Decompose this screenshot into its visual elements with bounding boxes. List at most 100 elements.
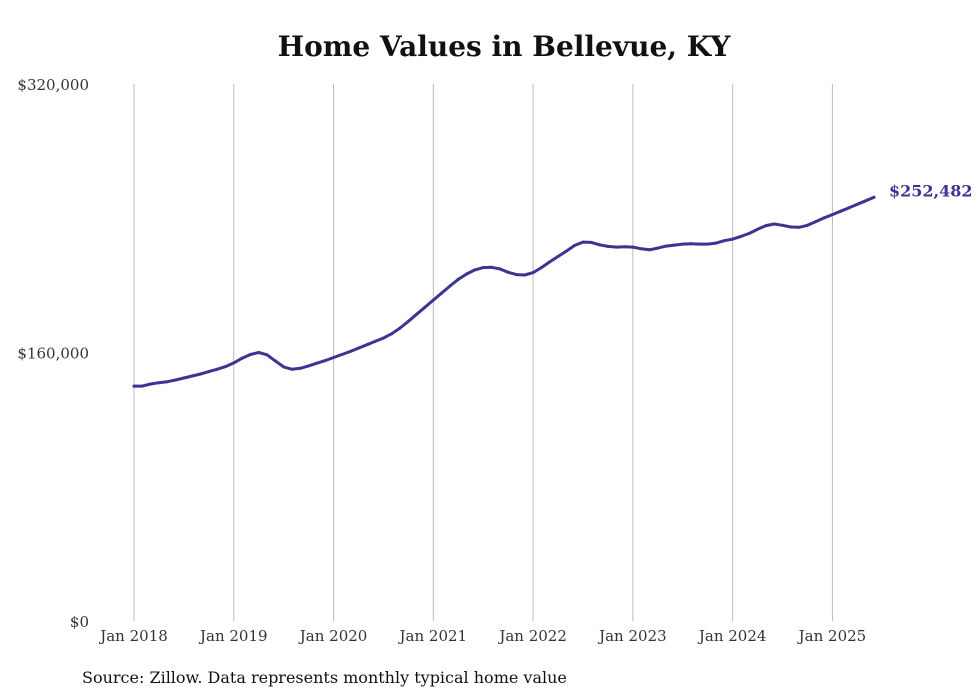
end-value-label: $252,482: [889, 181, 973, 200]
data-point: [623, 245, 627, 249]
y-tick-label: $0: [70, 613, 89, 631]
annotation-layer: $252,482: [889, 181, 973, 200]
data-point: [182, 376, 186, 380]
data-point: [132, 384, 136, 388]
series-line: [132, 195, 876, 388]
data-point: [847, 206, 851, 210]
data-point: [390, 332, 394, 336]
series-layer: [132, 195, 876, 388]
data-point: [165, 380, 169, 384]
data-point: [789, 225, 793, 229]
data-point: [490, 265, 493, 269]
x-tick-label: Jan 2024: [697, 627, 767, 645]
data-point: [506, 270, 510, 274]
x-tick-label: Jan 2020: [298, 627, 368, 645]
data-point: [174, 378, 178, 382]
data-point: [481, 266, 485, 270]
y-tick-labels: $0 $160,000 $320,000: [17, 76, 89, 631]
data-point: [282, 365, 286, 369]
data-point: [731, 237, 735, 241]
data-point: [515, 273, 518, 277]
data-point: [556, 255, 560, 258]
data-point: [864, 199, 868, 203]
data-point: [240, 356, 244, 360]
data-point: [423, 305, 427, 309]
data-point: [764, 224, 768, 228]
data-point: [348, 350, 352, 353]
x-tick-label: Jan 2025: [797, 627, 867, 645]
data-point: [406, 319, 410, 323]
data-point: [806, 223, 809, 227]
data-point: [199, 372, 202, 376]
data-point: [681, 242, 685, 246]
data-point: [581, 240, 585, 244]
data-point: [398, 326, 402, 330]
grid-layer: [133, 84, 833, 621]
data-point: [639, 247, 643, 251]
data-point: [140, 384, 144, 388]
data-point: [872, 195, 876, 199]
data-point: [307, 364, 311, 368]
x-tick-labels: Jan 2018 Jan 2019 Jan 2020 Jan 2021 Jan 2022…: [98, 627, 866, 645]
data-point: [689, 242, 693, 246]
data-point: [456, 277, 460, 281]
data-point: [548, 260, 552, 264]
data-point: [531, 271, 535, 275]
data-point: [772, 222, 776, 226]
x-tick-label: Jan 2023: [597, 627, 667, 645]
data-point: [614, 245, 618, 249]
data-point: [381, 336, 385, 340]
x-tick-label: Jan 2018: [98, 627, 168, 645]
data-point: [365, 343, 369, 347]
data-point: [656, 246, 660, 250]
data-point: [431, 298, 435, 302]
data-point: [598, 243, 602, 247]
data-point: [215, 367, 219, 371]
data-point: [664, 244, 668, 248]
data-point: [149, 382, 153, 386]
data-point: [722, 239, 726, 243]
data-point: [265, 353, 269, 357]
data-point: [814, 220, 818, 224]
data-point: [373, 339, 377, 343]
data-point: [224, 365, 227, 369]
chart-source: Source: Zillow. Data represents monthly …: [82, 668, 567, 687]
data-point: [357, 346, 360, 350]
x-tick-label: Jan 2022: [497, 627, 567, 645]
data-point: [440, 291, 444, 295]
chart-title: Home Values in Bellevue, KY: [277, 30, 731, 63]
data-point: [564, 249, 568, 253]
y-tick-label: $320,000: [17, 76, 89, 94]
data-point: [589, 240, 593, 244]
data-point: [706, 242, 710, 246]
data-point: [298, 366, 302, 370]
data-point: [648, 248, 651, 252]
data-points: [132, 195, 876, 388]
data-point: [415, 312, 419, 316]
data-point: [839, 209, 843, 213]
data-point: [498, 267, 502, 271]
data-point: [739, 234, 743, 238]
data-point: [340, 353, 344, 356]
data-point: [756, 227, 760, 231]
x-tick-label: Jan 2019: [198, 627, 268, 645]
data-point: [797, 225, 801, 229]
data-point: [855, 202, 859, 206]
data-point: [473, 268, 477, 272]
data-point: [290, 367, 294, 371]
data-point: [573, 243, 577, 247]
data-point: [465, 272, 469, 276]
data-point: [315, 361, 319, 365]
data-point: [257, 351, 261, 354]
data-point: [523, 273, 527, 277]
data-point: [273, 359, 277, 363]
data-point: [781, 223, 784, 227]
data-point: [747, 231, 751, 235]
y-tick-label: $160,000: [17, 345, 89, 363]
data-point: [697, 242, 701, 246]
data-point: [332, 356, 336, 359]
data-point: [830, 213, 834, 217]
data-point: [606, 244, 610, 248]
